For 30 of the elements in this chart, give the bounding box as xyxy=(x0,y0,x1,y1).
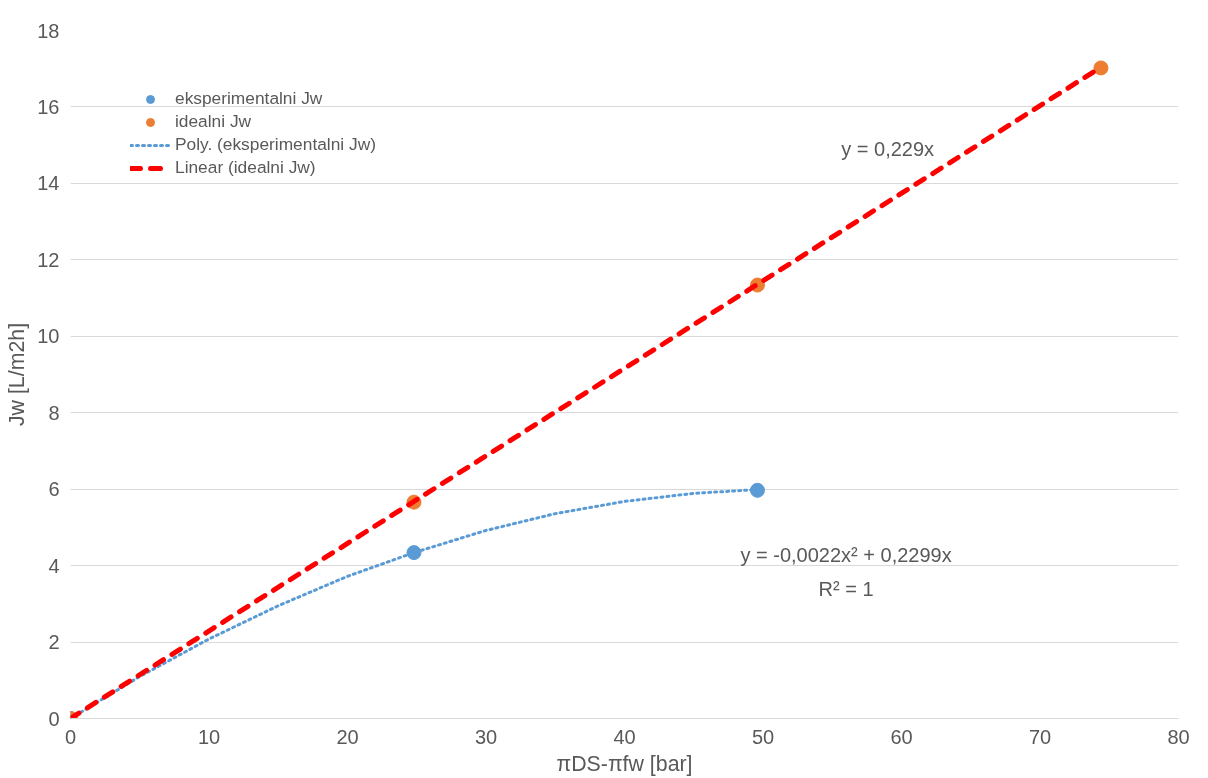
y-tick-label: 10 xyxy=(37,325,60,348)
legend-label: Poly. (eksperimentalni Jw) xyxy=(175,134,376,155)
y-axis-title: Jw [L/m2h] xyxy=(5,322,30,427)
point xyxy=(1093,60,1109,76)
y-tick-label: 8 xyxy=(48,401,60,424)
annotation: R² = 1 xyxy=(818,578,874,601)
x-tick-label: 50 xyxy=(751,725,775,748)
x-tick-label: 70 xyxy=(1028,725,1052,748)
x-tick-label: 20 xyxy=(336,725,359,748)
x-axis-title: πDS-πfw [bar] xyxy=(556,751,693,776)
point xyxy=(749,482,765,498)
annotation: y = -0,0022x² + 0,2299x xyxy=(740,543,952,566)
y-tick-label: 0 xyxy=(48,707,60,730)
annotation: y = 0,229x xyxy=(841,138,935,161)
legend-label: Linear (idealni Jw) xyxy=(175,157,316,178)
y-tick-label: 4 xyxy=(48,554,60,577)
y-tick-label: 2 xyxy=(48,631,60,654)
y-tick-label: 16 xyxy=(37,95,60,118)
x-tick-label: 0 xyxy=(64,725,77,748)
legend-label: idealni Jw xyxy=(175,111,252,132)
y-tick-label: 6 xyxy=(48,478,60,501)
x-tick-label: 80 xyxy=(1167,725,1190,748)
x-tick-label: 30 xyxy=(474,725,498,748)
y-tick-label: 18 xyxy=(37,19,60,42)
x-tick-label: 60 xyxy=(890,725,913,748)
y-tick-label: 14 xyxy=(37,172,60,195)
y-tick-label: 12 xyxy=(37,248,60,271)
legend-label: eksperimentalni Jw xyxy=(175,88,323,109)
x-tick-label: 10 xyxy=(197,725,221,748)
x-tick-label: 40 xyxy=(613,725,636,748)
